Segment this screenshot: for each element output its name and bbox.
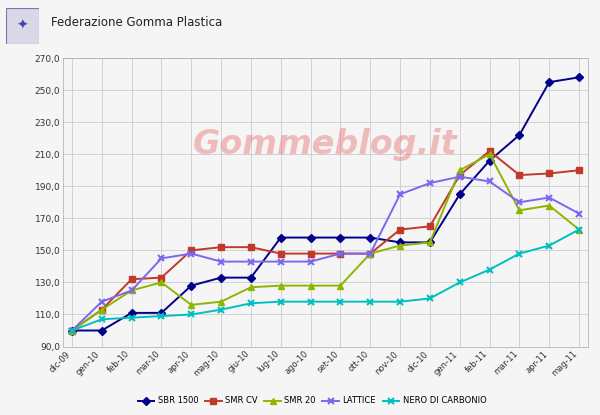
SBR 1500 [277, 235, 284, 240]
SBR 1500 [367, 235, 374, 240]
SMR 20 [456, 168, 463, 173]
SMR CV [545, 171, 553, 176]
SBR 1500 [575, 75, 583, 80]
NERO DI CARBONIO [158, 314, 165, 319]
Text: Federazione Gomma Plastica: Federazione Gomma Plastica [51, 16, 222, 29]
SMR 20 [545, 203, 553, 208]
NERO DI CARBONIO [575, 227, 583, 232]
SMR CV [188, 248, 195, 253]
Line: SBR 1500: SBR 1500 [69, 75, 582, 333]
NERO DI CARBONIO [68, 328, 76, 333]
Line: NERO DI CARBONIO: NERO DI CARBONIO [68, 226, 583, 334]
SBR 1500 [217, 275, 224, 280]
NERO DI CARBONIO [307, 299, 314, 304]
LATTICE [367, 251, 374, 256]
LATTICE [307, 259, 314, 264]
SBR 1500 [247, 275, 254, 280]
SMR 20 [158, 280, 165, 285]
NERO DI CARBONIO [217, 307, 224, 312]
SMR 20 [247, 285, 254, 290]
SMR 20 [486, 152, 493, 157]
LATTICE [188, 251, 195, 256]
SBR 1500 [486, 158, 493, 163]
NERO DI CARBONIO [545, 243, 553, 248]
Line: LATTICE: LATTICE [68, 173, 583, 334]
SMR CV [367, 251, 374, 256]
SMR CV [98, 307, 106, 312]
NERO DI CARBONIO [337, 299, 344, 304]
Line: SMR 20: SMR 20 [69, 151, 582, 333]
LATTICE [427, 181, 434, 186]
Line: SMR CV: SMR CV [69, 148, 582, 333]
NERO DI CARBONIO [247, 301, 254, 306]
LATTICE [277, 259, 284, 264]
LATTICE [516, 200, 523, 205]
SMR CV [397, 227, 404, 232]
NERO DI CARBONIO [456, 280, 463, 285]
SMR CV [307, 251, 314, 256]
SMR 20 [367, 251, 374, 256]
SMR CV [456, 173, 463, 178]
LATTICE [545, 195, 553, 200]
LATTICE [247, 259, 254, 264]
Text: Gommeblog.it: Gommeblog.it [193, 128, 458, 161]
SMR CV [158, 275, 165, 280]
LATTICE [158, 256, 165, 261]
SBR 1500 [337, 235, 344, 240]
SMR 20 [307, 283, 314, 288]
SMR 20 [397, 243, 404, 248]
NERO DI CARBONIO [427, 296, 434, 301]
SMR CV [68, 328, 76, 333]
LATTICE [217, 259, 224, 264]
SMR 20 [277, 283, 284, 288]
SBR 1500 [158, 310, 165, 315]
SMR 20 [516, 208, 523, 213]
SMR CV [247, 245, 254, 250]
SBR 1500 [98, 328, 106, 333]
SMR CV [337, 251, 344, 256]
SMR CV [277, 251, 284, 256]
NERO DI CARBONIO [128, 315, 135, 320]
SBR 1500 [427, 240, 434, 245]
Legend: SBR 1500, SMR CV, SMR 20, LATTICE, NERO DI CARBONIO: SBR 1500, SMR CV, SMR 20, LATTICE, NERO … [134, 393, 490, 409]
SMR 20 [68, 328, 76, 333]
NERO DI CARBONIO [277, 299, 284, 304]
LATTICE [575, 211, 583, 216]
SMR CV [128, 277, 135, 282]
LATTICE [397, 192, 404, 197]
SBR 1500 [68, 328, 76, 333]
NERO DI CARBONIO [516, 251, 523, 256]
SBR 1500 [188, 283, 195, 288]
SBR 1500 [307, 235, 314, 240]
SMR 20 [427, 240, 434, 245]
SBR 1500 [397, 240, 404, 245]
SBR 1500 [128, 310, 135, 315]
LATTICE [98, 299, 106, 304]
SMR CV [486, 149, 493, 154]
LATTICE [337, 251, 344, 256]
SMR CV [217, 245, 224, 250]
SMR CV [427, 224, 434, 229]
NERO DI CARBONIO [367, 299, 374, 304]
NERO DI CARBONIO [397, 299, 404, 304]
SMR CV [516, 173, 523, 178]
LATTICE [486, 179, 493, 184]
SBR 1500 [516, 132, 523, 137]
SMR 20 [575, 227, 583, 232]
SMR CV [575, 168, 583, 173]
SBR 1500 [545, 80, 553, 85]
NERO DI CARBONIO [98, 317, 106, 322]
SMR 20 [217, 299, 224, 304]
SMR 20 [98, 307, 106, 312]
SMR 20 [128, 288, 135, 293]
Text: ✦: ✦ [17, 19, 28, 33]
NERO DI CARBONIO [188, 312, 195, 317]
SMR 20 [188, 303, 195, 308]
LATTICE [128, 288, 135, 293]
LATTICE [68, 328, 76, 333]
SBR 1500 [456, 192, 463, 197]
LATTICE [456, 174, 463, 179]
NERO DI CARBONIO [486, 267, 493, 272]
SMR 20 [337, 283, 344, 288]
